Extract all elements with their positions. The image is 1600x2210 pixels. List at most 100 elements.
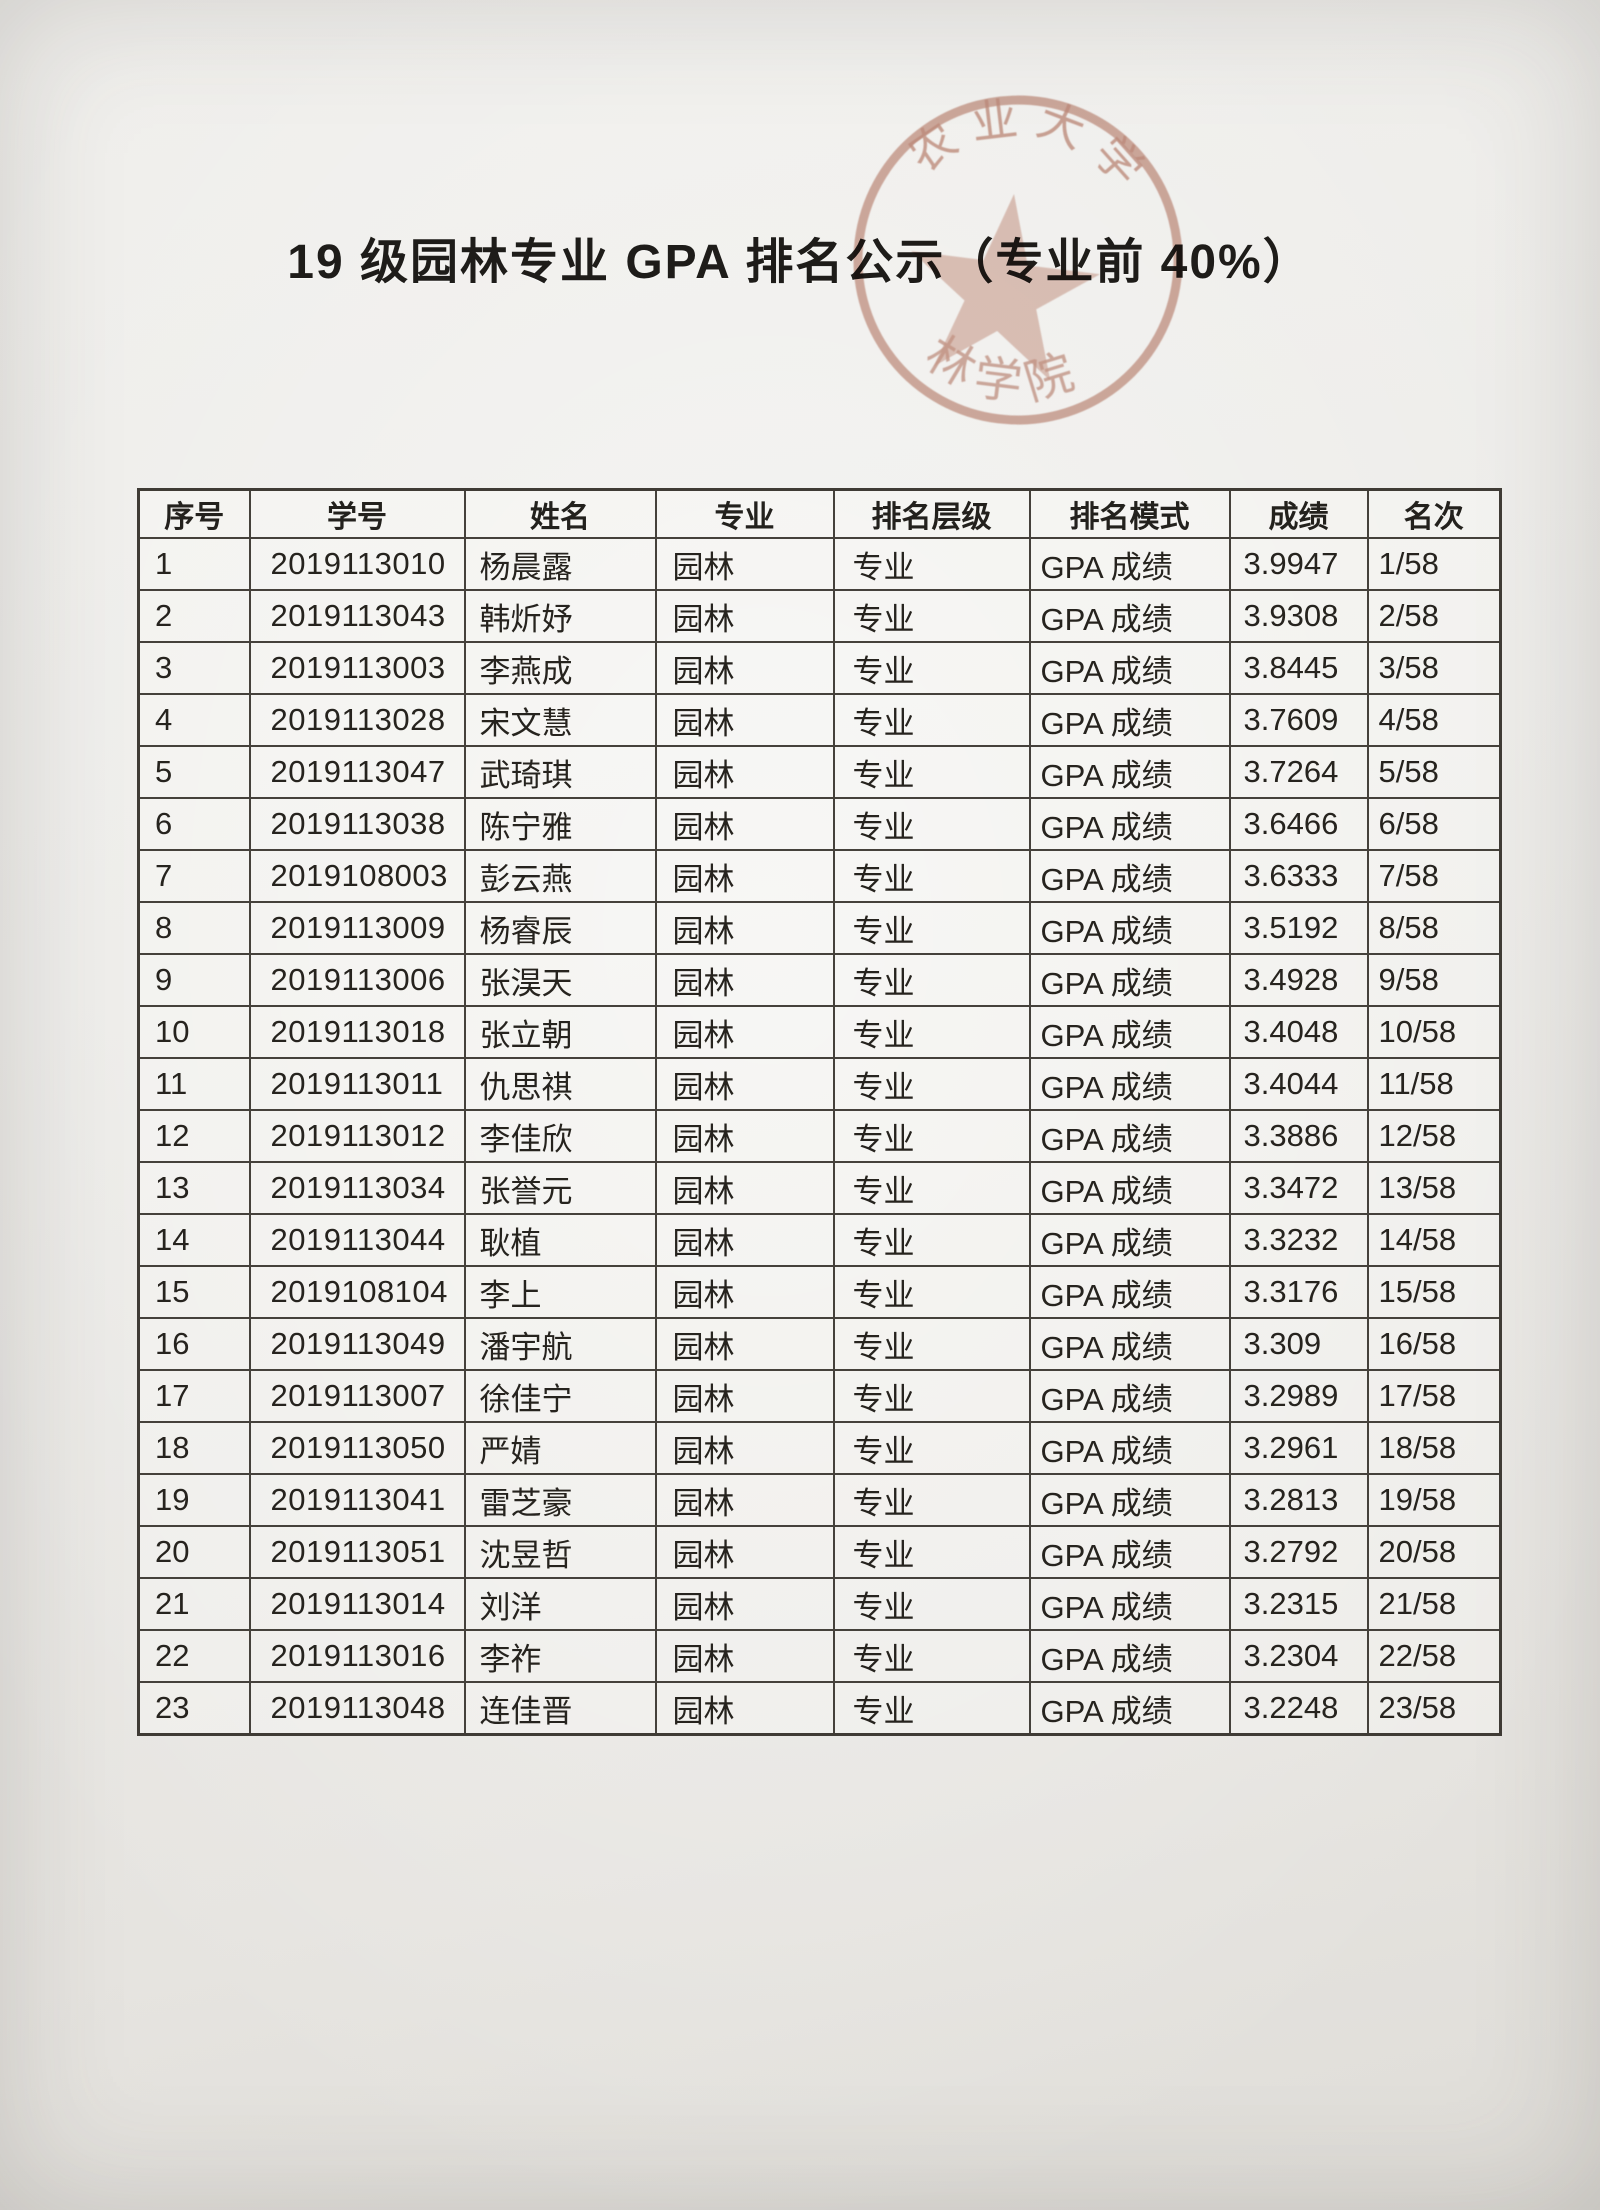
- cell-rank: 1/58: [1366, 537, 1502, 591]
- table-row: 18 2019113050 严婧 园林 专业 GPA 成绩 3.2961 18/58: [137, 1421, 1502, 1475]
- cell-name: 耿植: [463, 1213, 657, 1267]
- cell-mode: GPA 成绩: [1028, 1369, 1231, 1423]
- table-row: 1 2019113010 杨晨露 园林 专业 GPA 成绩 3.9947 1/58: [137, 537, 1502, 591]
- cell-index: 11: [137, 1057, 251, 1111]
- cell-mode: GPA 成绩: [1028, 589, 1231, 643]
- cell-student_id: 2019113041: [248, 1473, 466, 1527]
- cell-major: 园林: [654, 1213, 835, 1267]
- cell-rank: 16/58: [1366, 1317, 1502, 1371]
- cell-name: 李燕成: [463, 641, 657, 695]
- table-row: 13 2019113034 张誉元 园林 专业 GPA 成绩 3.3472 13/58: [137, 1161, 1502, 1215]
- cell-mode: GPA 成绩: [1028, 745, 1231, 799]
- cell-rank: 18/58: [1366, 1421, 1502, 1475]
- cell-rank: 10/58: [1366, 1005, 1502, 1059]
- cell-level: 专业: [832, 1681, 1031, 1736]
- cell-score: 3.6333: [1228, 849, 1369, 903]
- cell-major: 园林: [654, 589, 835, 643]
- cell-index: 1: [137, 537, 251, 591]
- cell-score: 3.8445: [1228, 641, 1369, 695]
- cell-index: 12: [137, 1109, 251, 1163]
- cell-student_id: 2019113006: [248, 953, 466, 1007]
- official-seal-stamp: 农业大学 林学院: [853, 76, 1183, 425]
- cell-index: 16: [137, 1317, 251, 1371]
- table-row: 4 2019113028 宋文慧 园林 专业 GPA 成绩 3.7609 4/58: [137, 693, 1502, 747]
- cell-rank: 22/58: [1366, 1629, 1502, 1683]
- cell-index: 9: [137, 953, 251, 1007]
- cell-rank: 6/58: [1366, 797, 1502, 851]
- cell-name: 严婧: [463, 1421, 657, 1475]
- cell-student_id: 2019113043: [248, 589, 466, 643]
- cell-name: 杨晨露: [463, 537, 657, 591]
- cell-student_id: 2019113034: [248, 1161, 466, 1215]
- cell-level: 专业: [832, 1369, 1031, 1423]
- cell-level: 专业: [832, 641, 1031, 695]
- cell-name: 刘洋: [463, 1577, 657, 1631]
- cell-name: 潘宇航: [463, 1317, 657, 1371]
- cell-index: 7: [137, 849, 251, 903]
- cell-mode: GPA 成绩: [1028, 1525, 1231, 1579]
- cell-score: 3.4044: [1228, 1057, 1369, 1111]
- cell-level: 专业: [832, 797, 1031, 851]
- cell-student_id: 2019113010: [248, 537, 466, 591]
- cell-major: 园林: [654, 1369, 835, 1423]
- cell-level: 专业: [832, 1577, 1031, 1631]
- seal-star-icon: [911, 194, 1100, 381]
- cell-major: 园林: [654, 693, 835, 747]
- table-row: 11 2019113011 仇思祺 园林 专业 GPA 成绩 3.4044 11/58: [137, 1057, 1502, 1111]
- cell-score: 3.2304: [1228, 1629, 1369, 1683]
- cell-index: 3: [137, 641, 251, 695]
- cell-index: 2: [137, 589, 251, 643]
- cell-rank: 8/58: [1366, 901, 1502, 955]
- cell-major: 园林: [654, 901, 835, 955]
- cell-student_id: 2019113011: [248, 1057, 466, 1111]
- cell-student_id: 2019113018: [248, 1005, 466, 1059]
- cell-score: 3.4048: [1228, 1005, 1369, 1059]
- cell-score: 3.3232: [1228, 1213, 1369, 1267]
- cell-level: 专业: [832, 901, 1031, 955]
- cell-score: 3.3886: [1228, 1109, 1369, 1163]
- cell-major: 园林: [654, 1577, 835, 1631]
- cell-mode: GPA 成绩: [1028, 1317, 1231, 1371]
- cell-mode: GPA 成绩: [1028, 797, 1231, 851]
- cell-student_id: 2019113051: [248, 1525, 466, 1579]
- cell-rank: 9/58: [1366, 953, 1502, 1007]
- cell-level: 专业: [832, 1005, 1031, 1059]
- table-row: 6 2019113038 陈宁雅 园林 专业 GPA 成绩 3.6466 6/58: [137, 797, 1502, 851]
- cell-name: 沈昱哲: [463, 1525, 657, 1579]
- cell-mode: GPA 成绩: [1028, 1161, 1231, 1215]
- cell-rank: 20/58: [1366, 1525, 1502, 1579]
- cell-major: 园林: [654, 745, 835, 799]
- cell-level: 专业: [832, 1057, 1031, 1111]
- cell-student_id: 2019113048: [248, 1681, 466, 1736]
- cell-name: 仇思祺: [463, 1057, 657, 1111]
- table-row: 8 2019113009 杨睿辰 园林 专业 GPA 成绩 3.5192 8/58: [137, 901, 1502, 955]
- cell-student_id: 2019113003: [248, 641, 466, 695]
- cell-score: 3.2315: [1228, 1577, 1369, 1631]
- cell-mode: GPA 成绩: [1028, 1681, 1231, 1736]
- cell-level: 专业: [832, 1265, 1031, 1319]
- cell-index: 22: [137, 1629, 251, 1683]
- cell-mode: GPA 成绩: [1028, 1057, 1231, 1111]
- column-header: 排名层级: [832, 488, 1031, 539]
- cell-major: 园林: [654, 641, 835, 695]
- cell-major: 园林: [654, 1057, 835, 1111]
- cell-major: 园林: [654, 1629, 835, 1683]
- cell-rank: 23/58: [1366, 1681, 1502, 1736]
- cell-index: 19: [137, 1473, 251, 1527]
- column-header: 学号: [248, 488, 466, 539]
- column-header: 姓名: [463, 488, 657, 539]
- cell-student_id: 2019113038: [248, 797, 466, 851]
- cell-rank: 7/58: [1366, 849, 1502, 903]
- page-title: 19 级园林专业 GPA 排名公示（专业前 40%）: [287, 236, 1313, 289]
- column-header: 专业: [654, 488, 835, 539]
- seal-top-text: 农业大学: [894, 76, 1170, 210]
- cell-mode: GPA 成绩: [1028, 537, 1231, 591]
- cell-major: 园林: [654, 1317, 835, 1371]
- cell-score: 3.6466: [1228, 797, 1369, 851]
- cell-mode: GPA 成绩: [1028, 1473, 1231, 1527]
- cell-major: 园林: [654, 1525, 835, 1579]
- cell-level: 专业: [832, 1213, 1031, 1267]
- cell-rank: 13/58: [1366, 1161, 1502, 1215]
- cell-name: 李上: [463, 1265, 657, 1319]
- cell-level: 专业: [832, 693, 1031, 747]
